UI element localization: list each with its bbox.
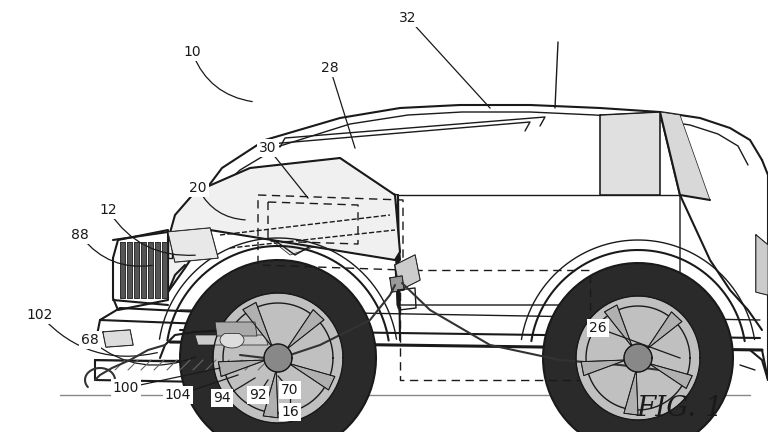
Polygon shape <box>576 296 700 420</box>
Text: 104: 104 <box>165 388 191 402</box>
Polygon shape <box>624 370 638 415</box>
Polygon shape <box>141 242 146 298</box>
Text: 102: 102 <box>27 308 53 322</box>
Text: 68: 68 <box>81 333 99 347</box>
Polygon shape <box>649 363 692 388</box>
Polygon shape <box>286 310 324 349</box>
Polygon shape <box>218 360 266 376</box>
Polygon shape <box>647 312 682 349</box>
Text: 20: 20 <box>189 181 207 195</box>
Polygon shape <box>155 242 160 298</box>
Polygon shape <box>120 242 125 298</box>
Polygon shape <box>195 335 268 345</box>
Text: 92: 92 <box>249 388 266 402</box>
Polygon shape <box>180 260 376 432</box>
Polygon shape <box>168 228 218 262</box>
Polygon shape <box>395 255 420 290</box>
Polygon shape <box>210 188 395 255</box>
Text: 70: 70 <box>281 383 299 397</box>
Polygon shape <box>134 242 139 298</box>
Text: 28: 28 <box>321 61 339 75</box>
Text: 32: 32 <box>399 11 417 25</box>
Polygon shape <box>220 334 244 348</box>
Polygon shape <box>213 293 343 423</box>
Text: 16: 16 <box>281 405 299 419</box>
Polygon shape <box>240 170 398 260</box>
Polygon shape <box>624 344 652 372</box>
Text: 100: 100 <box>113 381 139 395</box>
Polygon shape <box>660 112 710 200</box>
Polygon shape <box>162 242 167 298</box>
Text: FIG. 1: FIG. 1 <box>637 394 723 422</box>
Polygon shape <box>264 344 292 372</box>
Text: 30: 30 <box>260 141 276 155</box>
Polygon shape <box>600 112 660 195</box>
Polygon shape <box>263 370 278 418</box>
Text: 88: 88 <box>71 228 89 242</box>
Text: 26: 26 <box>589 321 607 335</box>
Text: 10: 10 <box>184 45 200 59</box>
Polygon shape <box>168 158 400 292</box>
Polygon shape <box>103 330 133 347</box>
Polygon shape <box>215 322 257 336</box>
Polygon shape <box>581 360 626 376</box>
Polygon shape <box>289 363 335 390</box>
Text: 94: 94 <box>214 391 231 405</box>
Text: 12: 12 <box>99 203 117 217</box>
Polygon shape <box>756 235 768 295</box>
Polygon shape <box>243 302 273 347</box>
Polygon shape <box>604 305 633 347</box>
Polygon shape <box>390 276 404 292</box>
Polygon shape <box>148 242 153 298</box>
Polygon shape <box>543 263 733 432</box>
Polygon shape <box>127 242 132 298</box>
